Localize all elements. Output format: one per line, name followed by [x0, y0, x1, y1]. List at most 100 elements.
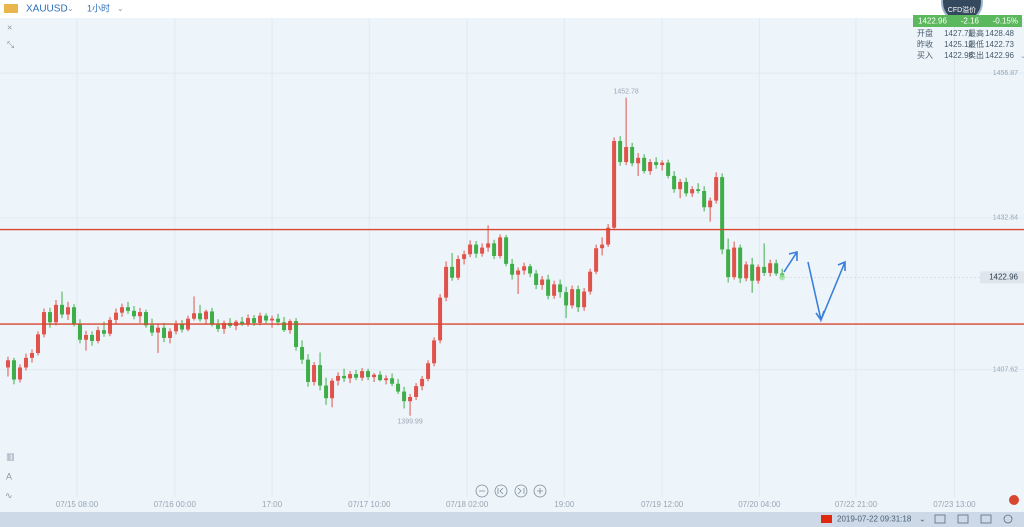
badge: CFD溢价: [948, 5, 976, 14]
candle-body: [576, 289, 581, 308]
candle-body: [450, 266, 455, 278]
candle-body: [288, 321, 293, 331]
candle-body: [402, 391, 407, 402]
zoom-in[interactable]: [533, 484, 547, 498]
zoom-out[interactable]: [475, 484, 489, 498]
candle-body: [65, 307, 70, 315]
last-price-box: [980, 271, 1024, 284]
x-tick-label: 07/18 02:00: [446, 500, 489, 509]
candle-body: [738, 247, 743, 279]
dropdown-caret[interactable]: ⌄: [67, 4, 74, 13]
top-bar: [0, 0, 1024, 18]
candle-body: [606, 227, 611, 245]
candle-body: [330, 380, 335, 399]
candle-body: [318, 365, 323, 386]
candle-body: [546, 279, 551, 296]
candle-body: [504, 237, 509, 264]
wave-icon[interactable]: ∿: [5, 490, 13, 500]
status-time: 2019-07-22 09:31:18: [837, 515, 912, 524]
settings-icon[interactable]: [1003, 514, 1013, 524]
candle-body: [360, 371, 365, 378]
y-tick-label: 1432.84: [993, 215, 1018, 222]
candle-body: [474, 244, 479, 254]
candle-body: [582, 291, 587, 308]
quote-field: 买入: [917, 51, 933, 60]
indicator-icon[interactable]: ▥: [6, 451, 15, 461]
candle-body: [198, 313, 203, 320]
candle-body: [486, 243, 491, 248]
candle-body: [666, 162, 671, 176]
scroll-left[interactable]: [494, 484, 508, 498]
left-toolbar: × ⤡ ▥ A ∿: [5, 22, 15, 500]
x-tick-label: 07/22 21:00: [835, 500, 878, 509]
candle-body: [642, 157, 647, 172]
candle-body: [762, 266, 767, 273]
quote-change: -2.16: [961, 17, 980, 26]
video-icon[interactable]: [980, 514, 992, 524]
candle-body: [282, 322, 287, 331]
caret[interactable]: ⌄: [919, 515, 926, 524]
candle-body: [480, 247, 485, 254]
candle-body: [132, 310, 137, 317]
candle-body: [156, 327, 161, 333]
candle-body: [744, 264, 749, 279]
candle-body: [384, 378, 389, 381]
candle-body: [756, 266, 761, 281]
candle-body: [444, 266, 449, 298]
candle-body: [144, 312, 149, 326]
camera-icon[interactable]: [957, 514, 969, 524]
candle-body: [708, 200, 713, 208]
candle-body: [5, 360, 10, 368]
candle-body: [510, 263, 515, 275]
candle-body: [414, 386, 419, 397]
fullscreen-icon[interactable]: [934, 514, 946, 524]
candle-body: [672, 175, 677, 190]
candle-body: [750, 264, 755, 281]
candle-body: [126, 307, 131, 311]
candle-body: [660, 162, 665, 166]
candle-body: [17, 367, 22, 380]
scroll-right[interactable]: [514, 484, 528, 498]
quote-box: [913, 15, 1022, 27]
last-price-label: 1422.96: [989, 272, 1018, 281]
candle-body: [696, 189, 701, 191]
candle-body: [774, 263, 779, 274]
draw-icon[interactable]: A: [6, 471, 12, 481]
quote-field: 卖出: [968, 50, 984, 60]
x-tick-label: 07/15 08:00: [56, 500, 99, 509]
candle-body: [678, 181, 683, 190]
candle-body: [41, 312, 46, 335]
candle-body: [366, 371, 371, 378]
candle-body: [534, 273, 539, 285]
symbol-icon: [4, 4, 18, 13]
candle-body: [59, 304, 64, 315]
candle-body: [252, 318, 257, 323]
x-tick-label: 19:00: [554, 500, 575, 509]
candle-body: [426, 363, 431, 379]
candle-body: [630, 146, 635, 164]
close-icon[interactable]: ×: [7, 22, 12, 32]
y-tick-label: 1456.87: [993, 70, 1018, 77]
dropdown-caret[interactable]: ⌄: [117, 4, 124, 13]
symbol[interactable]: XAUUSD: [26, 4, 68, 15]
candle-body: [258, 315, 263, 323]
candle-body: [23, 357, 28, 368]
candle-body: [240, 321, 245, 325]
candle-body: [540, 279, 545, 285]
alert-icon[interactable]: [1009, 495, 1019, 505]
expand-caret[interactable]: ⌄: [1020, 53, 1024, 60]
candle-body: [648, 162, 653, 172]
candle-body: [348, 374, 353, 379]
status-icons: [934, 514, 1013, 524]
candle-body: [522, 266, 527, 271]
shrink-icon[interactable]: ⤡: [7, 39, 14, 49]
quote-field: 昨收: [917, 39, 933, 49]
candle-body: [396, 383, 401, 392]
candle-body: [324, 385, 329, 399]
candle-body: [420, 378, 425, 387]
candle-body: [612, 140, 617, 228]
quote-field: 1422.96: [944, 51, 973, 60]
interval[interactable]: 1小时: [87, 2, 110, 13]
x-tick-label: 07/16 00:00: [154, 500, 197, 509]
zoom-controls: [475, 484, 547, 498]
